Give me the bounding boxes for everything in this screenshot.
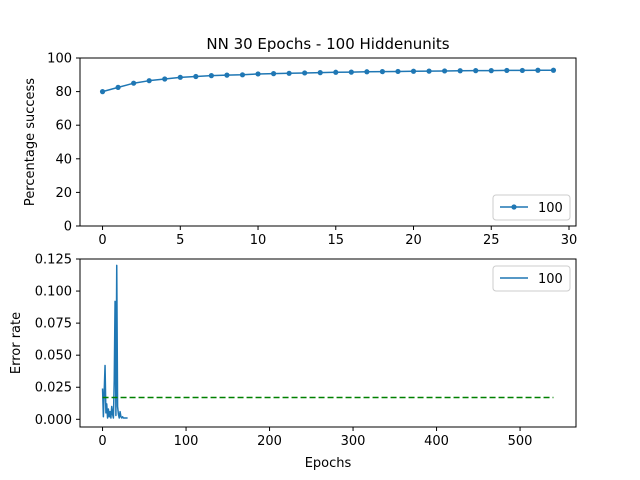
success-y-tick-label: 0 — [64, 220, 72, 235]
error-y-axis-label: Error rate — [9, 312, 24, 374]
error-x-tick-label: 0 — [98, 434, 106, 449]
success-data-point — [270, 71, 277, 77]
success-y-tick-label: 40 — [55, 152, 72, 167]
success-data-point — [442, 68, 448, 74]
success-data-point — [131, 80, 137, 86]
success-y-tick-label: 100 — [47, 52, 72, 67]
error-axes-frame — [79, 258, 577, 428]
error-y-tick-label: 0.050 — [35, 349, 72, 364]
error-x-axis-label: Epochs — [305, 456, 352, 471]
success-legend-label: 100 — [538, 201, 563, 216]
success-data-point — [115, 84, 121, 90]
error-plot-area — [101, 264, 554, 419]
success-data-point — [302, 70, 308, 76]
success-data-point — [317, 70, 323, 76]
success-data-point — [395, 68, 401, 75]
success-data-point — [208, 73, 214, 79]
success-x-tick-label: 0 — [98, 233, 106, 248]
error-y-tick-label: 0.100 — [35, 285, 72, 300]
error-legend: 100 — [492, 265, 571, 292]
success-data-point — [473, 68, 479, 74]
success-data-point — [535, 67, 541, 73]
success-data-point — [550, 67, 557, 73]
error-series-line — [101, 264, 128, 419]
error-y-tick-label: 0.000 — [35, 413, 72, 428]
success-data-point — [379, 69, 386, 75]
success-data-point — [457, 68, 463, 74]
success-x-tick-label: 15 — [328, 233, 345, 248]
error-y-ticks: 0.000 0.025 0.050 0.075 0.100 0.125 — [35, 253, 80, 428]
error-x-tick-label: 500 — [508, 434, 533, 449]
error-y-tick-label: 0.125 — [35, 253, 72, 268]
success-data-point — [193, 73, 199, 80]
success-y-tick-label: 60 — [55, 119, 72, 134]
success-axes-frame — [79, 57, 577, 227]
success-y-ticks: 0 20 40 60 80 100 — [47, 52, 80, 235]
error-x-tick-label: 100 — [174, 434, 199, 449]
success-x-tick-label: 10 — [250, 233, 267, 248]
success-data-point — [224, 72, 230, 78]
error-x-tick-label: 200 — [257, 434, 282, 449]
success-x-ticks: 0 5 10 15 20 25 30 — [98, 226, 577, 248]
error-legend-label: 100 — [538, 272, 563, 287]
success-data-point — [519, 67, 525, 74]
success-x-tick-label: 20 — [405, 233, 422, 248]
success-legend-marker — [511, 204, 517, 210]
error-legend-box — [492, 265, 571, 292]
success-chart: NN 30 Epochs - 100 Hiddenunits 0 5 10 15 20 2… — [23, 35, 577, 248]
success-x-tick-label: 5 — [176, 233, 184, 248]
success-data-point — [426, 68, 432, 74]
success-data-point — [146, 78, 152, 84]
chart-title: NN 30 Epochs - 100 Hiddenunits — [206, 35, 449, 53]
success-data-point — [348, 69, 354, 75]
error-chart: 0 100 200 300 400 500 0.000 0.025 0.050 0.075 0.1… — [9, 253, 577, 471]
success-x-tick-label: 30 — [561, 233, 578, 248]
success-data-point — [410, 68, 417, 74]
success-data-point — [488, 68, 494, 74]
success-y-tick-label: 20 — [55, 186, 72, 201]
success-data-point — [333, 69, 339, 75]
success-legend-box — [492, 194, 571, 221]
success-data-point — [504, 67, 510, 74]
error-y-tick-label: 0.025 — [35, 381, 72, 396]
success-data-point — [99, 89, 106, 95]
success-legend: 100 — [492, 194, 571, 221]
success-plot-area — [99, 67, 557, 95]
error-x-ticks: 0 100 200 300 400 500 — [98, 427, 532, 449]
success-data-point — [364, 69, 370, 75]
success-data-point — [239, 72, 246, 78]
error-y-tick-label: 0.075 — [35, 317, 72, 332]
success-data-point — [162, 76, 168, 82]
error-x-tick-label: 300 — [341, 434, 366, 449]
success-data-point — [177, 74, 183, 80]
success-data-point — [255, 71, 261, 77]
success-x-tick-label: 25 — [483, 233, 500, 248]
success-data-point — [286, 70, 292, 76]
success-y-tick-label: 80 — [55, 85, 72, 100]
error-x-tick-label: 400 — [424, 434, 449, 449]
success-y-axis-label: Percentage success — [23, 78, 38, 206]
